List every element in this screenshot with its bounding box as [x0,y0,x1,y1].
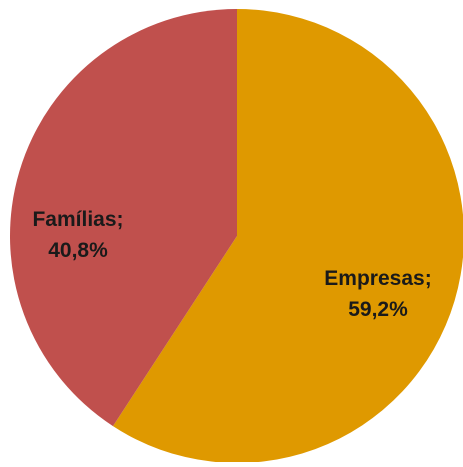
pie-slice-empresas [112,9,463,463]
slice-label-empresas-name: Empresas; [324,267,431,290]
pie-slice-familias [10,9,237,427]
pie-slices [10,9,463,463]
slice-label-empresas-value: 59,2% [348,298,408,321]
slice-label-familias-value: 40,8% [48,239,108,262]
slice-label-familias-name: Famílias; [32,208,123,231]
pie-labels: Empresas; 59,2% Famílias; 40,8% [32,208,431,321]
